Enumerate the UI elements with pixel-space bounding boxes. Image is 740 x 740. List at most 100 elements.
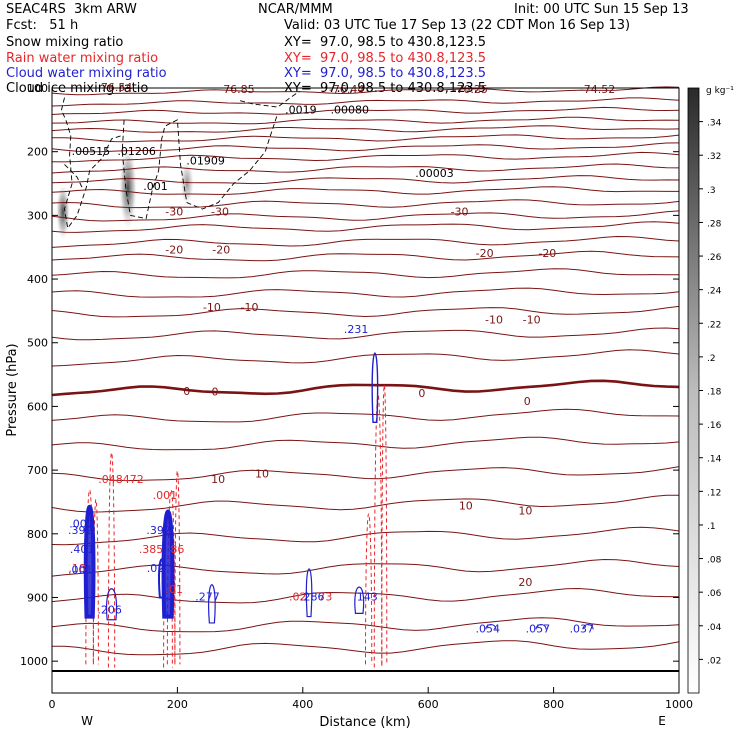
cloud-water-label: .231 bbox=[344, 323, 369, 336]
rain-label: 73 bbox=[318, 591, 332, 604]
colorbar-tick-label: .32 bbox=[707, 152, 721, 162]
colorbar-tick-label: .04 bbox=[707, 623, 722, 633]
colorbar-tick-label: .12 bbox=[707, 488, 721, 498]
rain-contour bbox=[166, 489, 176, 665]
cloud-water-contour bbox=[83, 504, 96, 619]
colorbar-unit: g kg⁻¹ bbox=[706, 86, 734, 96]
cloud-water-contour bbox=[371, 352, 379, 424]
colorbar-tick-label: .06 bbox=[707, 589, 722, 599]
colorbar-tick-label: .02 bbox=[707, 656, 721, 666]
colorbar-tick-label: .18 bbox=[707, 388, 722, 398]
y-tick-label: 800 bbox=[27, 528, 48, 541]
temperature-label: -76.25 bbox=[452, 83, 487, 96]
rain-label: .001 bbox=[153, 489, 178, 502]
snow-contour bbox=[239, 90, 300, 108]
isotherm bbox=[51, 235, 680, 248]
temperature-label: 10 bbox=[459, 500, 473, 513]
temperature-label: -20 bbox=[476, 247, 494, 260]
cloud-water-label: .277 bbox=[195, 591, 220, 604]
x-tick-label: 1000 bbox=[665, 698, 693, 711]
isotherm bbox=[51, 175, 680, 185]
y-tick-label: 100 bbox=[27, 82, 48, 95]
plot-frame bbox=[51, 87, 680, 694]
x-axis-label: Distance (km) bbox=[319, 715, 410, 730]
east-label: E bbox=[658, 714, 666, 728]
cloud-water-contour bbox=[158, 558, 166, 599]
colorbar-tick-label: .1 bbox=[707, 522, 716, 532]
temperature-label: -10 bbox=[523, 314, 541, 327]
isotherm bbox=[51, 250, 680, 262]
shade-blob bbox=[119, 146, 137, 230]
snow-label: .00080 bbox=[331, 103, 370, 116]
cloud-water-label: .392 bbox=[68, 524, 93, 537]
legend-rain-label: Rain water mixing ratio bbox=[6, 51, 159, 66]
rain-contours bbox=[85, 384, 388, 668]
isotherm bbox=[51, 163, 680, 174]
legend-rain-xy: XY= 97.0, 98.5 to 430.8,123.5 bbox=[284, 51, 487, 66]
colorbar-tick-label: .24 bbox=[707, 287, 722, 297]
y-tick-label: 500 bbox=[27, 337, 48, 350]
isotherm bbox=[51, 436, 680, 451]
temperature-label: 10 bbox=[518, 505, 532, 518]
temperature-label: 10 bbox=[211, 473, 225, 486]
temperature-label: -10 bbox=[203, 301, 221, 314]
temperature-contours bbox=[51, 86, 680, 656]
y-tick-label: 900 bbox=[27, 591, 48, 604]
isotherm bbox=[51, 221, 680, 233]
isotherm bbox=[51, 408, 680, 423]
colorbar-tick-label: .2 bbox=[707, 354, 716, 364]
temperature-label: 10 bbox=[255, 468, 269, 481]
y-tick-label: 300 bbox=[27, 209, 48, 222]
x-tick-label: 400 bbox=[292, 698, 313, 711]
contour-labels: -76.54 -76.85 -76.44 -76.25 -74.52-30 -30 -30-… bbox=[68, 81, 615, 635]
isotherm bbox=[51, 142, 680, 153]
cloud-water-contours bbox=[83, 352, 594, 630]
isotherm bbox=[51, 305, 680, 318]
valid-time: Valid: 03 UTC Tue 17 Sep 13 (22 CDT Mon … bbox=[284, 18, 631, 33]
x-tick-label: 0 bbox=[49, 698, 56, 711]
cloud-water-contour bbox=[485, 624, 497, 630]
isotherm bbox=[51, 466, 680, 482]
temperature-label: 0 bbox=[418, 387, 425, 400]
colorbar-tick-label: .14 bbox=[707, 455, 722, 465]
cloud-water-label: .02 bbox=[147, 562, 165, 575]
cloud-water-label: .054 bbox=[476, 623, 501, 636]
cloud-water-contour bbox=[305, 568, 313, 618]
rain-contour bbox=[365, 513, 373, 665]
snow-contour bbox=[64, 164, 84, 191]
isotherm bbox=[51, 199, 680, 209]
cloud-water-label: .001 bbox=[69, 517, 94, 530]
y-tick-label: 200 bbox=[27, 146, 48, 159]
y-tick-label: 700 bbox=[27, 464, 48, 477]
colorbar-tick-label: .26 bbox=[707, 253, 722, 263]
temperature-label: -20 bbox=[212, 244, 230, 257]
isotherm bbox=[51, 379, 680, 397]
cloud-water-label: .037 bbox=[570, 623, 595, 636]
rain-label: 86 bbox=[170, 543, 184, 556]
snow-contour bbox=[60, 97, 122, 230]
model-label: SEAC4RS 3km ARW bbox=[6, 2, 137, 17]
temperature-label: 0 bbox=[524, 395, 531, 408]
snow-label: .0019 bbox=[285, 103, 317, 116]
cloud-water-label: .286 bbox=[300, 591, 325, 604]
temperature-label: -30 bbox=[211, 205, 229, 218]
shade-blob bbox=[56, 184, 70, 240]
isotherm bbox=[51, 526, 680, 546]
snow-contour bbox=[121, 113, 279, 220]
rain-label: .02 bbox=[289, 591, 307, 604]
legend-cloudwater-label: Cloud water mixing ratio bbox=[6, 66, 167, 81]
temperature-label: 0 bbox=[212, 386, 219, 399]
legend-snow-label: Snow mixing ratio bbox=[6, 35, 124, 50]
isotherm bbox=[51, 640, 680, 656]
colorbar: .02 .04 .06 .08 .1 .12 .14 .16 .18 .2 .22 .24 .26 .28… bbox=[687, 86, 734, 694]
colorbar-ticks: .02 .04 .06 .08 .1 .12 .14 .16 .18 .2 .22 .24 .26 .28… bbox=[699, 119, 722, 666]
isotherm bbox=[51, 494, 679, 513]
isotherm bbox=[51, 151, 680, 163]
x-tick-label: 600 bbox=[418, 698, 439, 711]
forecast-hour: Fcst: 51 h bbox=[6, 18, 79, 33]
cloud-water-label: .057 bbox=[526, 623, 551, 636]
cloud-water-contour bbox=[105, 588, 118, 621]
rain-contour bbox=[381, 384, 388, 665]
